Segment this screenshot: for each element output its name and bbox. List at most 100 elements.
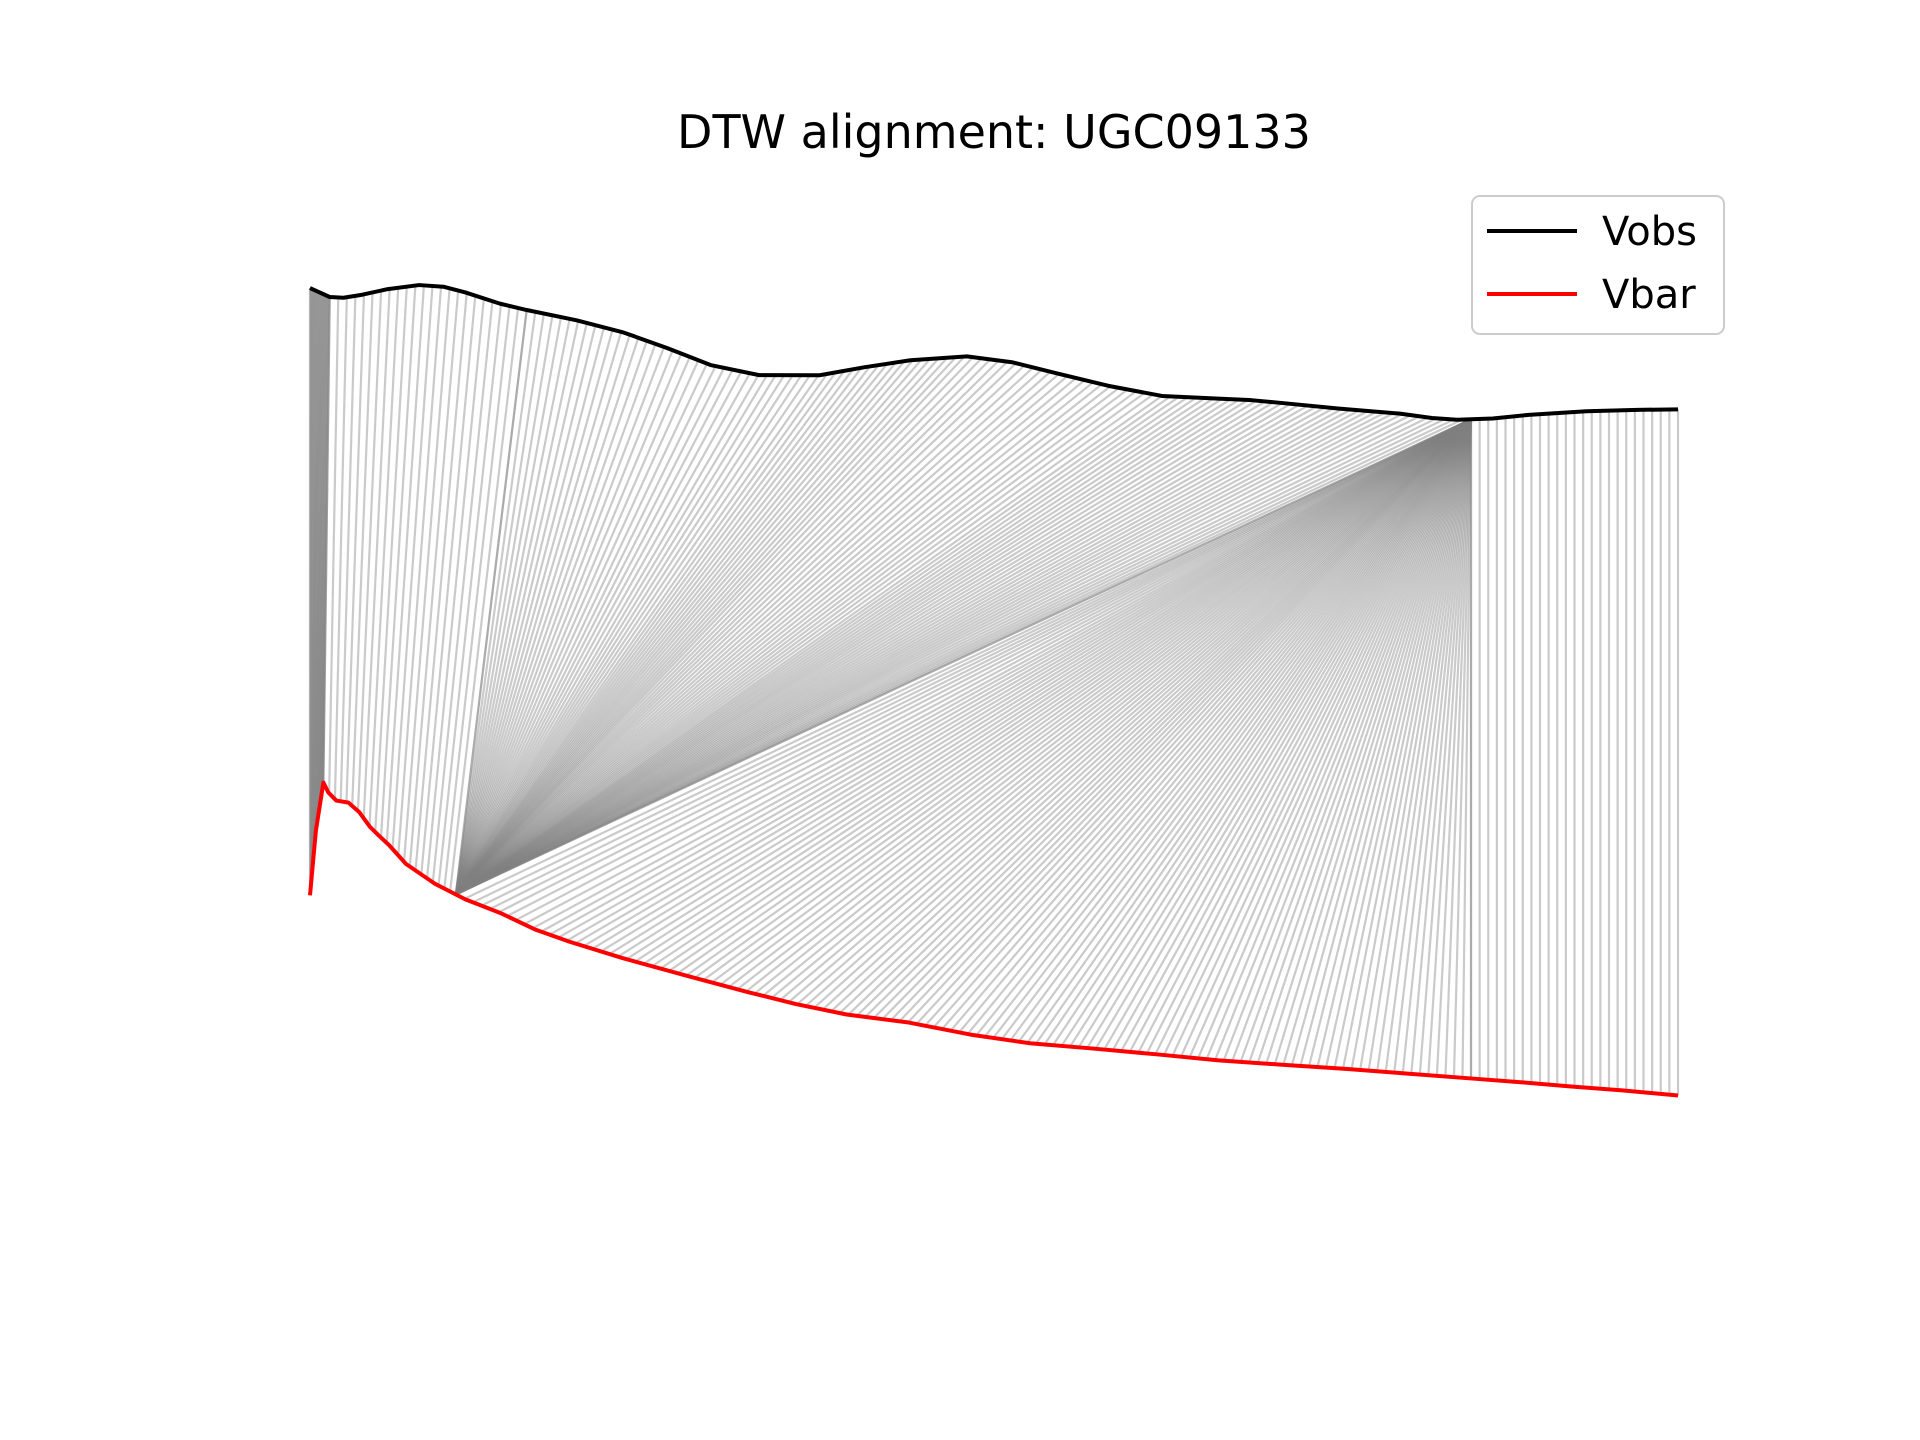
alignment-line [455,393,1155,896]
alignment-line [455,388,1129,896]
alignment-line [506,418,1472,918]
alignment-line [454,374,820,896]
alignment-line [753,418,1472,995]
alignment-line [351,292,374,806]
alignment-line [455,417,1446,896]
alignment-line [1111,418,1472,1051]
alignment-line [1145,418,1473,1054]
alignment-line [455,356,974,896]
alignment-line [1017,418,1472,1043]
alignment-line [454,327,606,895]
alignment-line [455,397,1223,896]
alignment-line [455,407,1343,896]
alignment-line [454,320,580,895]
alignment-line [1256,418,1473,1064]
alignment-line [455,418,1463,896]
alignment-line [454,361,897,896]
alignment-line [356,290,383,812]
alignment-line [515,418,1472,922]
alignment-line [455,355,966,896]
alignment-line [1188,418,1473,1058]
alignment-line [455,409,1360,896]
alignment-line [454,367,726,895]
alignment-line [1231,418,1473,1062]
alignment-line [890,418,1472,1021]
alignment-line [1290,418,1473,1066]
alignment-line [702,418,1472,982]
chart-title: DTW alignment: UGC09133 [677,105,1311,159]
alignment-line [455,418,1472,896]
alignment-line [454,374,794,896]
alignment-line [345,294,366,803]
alignment-line [455,395,1163,896]
alignment-line [454,358,923,896]
alignment-line [455,385,1112,896]
alignment-line [685,418,1472,977]
alignment-line [1273,418,1473,1065]
alignment-line [454,367,863,896]
alignment-line [1341,419,1473,1069]
alignment-line [1324,419,1473,1068]
alignment-line [455,396,1197,896]
alignment-line [408,290,460,867]
alignment-line [454,346,666,895]
alignment-line [455,397,1206,896]
alignment-line [455,368,1043,896]
alignment-line [1060,418,1472,1047]
alignment-line [455,364,1026,896]
alignment-line [941,418,1472,1030]
alignment-lines [308,285,1680,1096]
alignment-line [455,386,1120,896]
alignment-line [455,412,1403,896]
alignment-line [1359,419,1473,1071]
alignment-line [591,418,1472,950]
alignment-line [719,418,1472,986]
alignment-line [454,371,837,896]
alignment-line [813,418,1472,1009]
alignment-line [455,377,1077,896]
alignment-line [1418,419,1473,1075]
alignment-line [1128,418,1472,1053]
alignment-line [770,418,1472,999]
alignment-line [420,295,477,875]
alignment-line [480,418,1472,907]
alignment-line [455,418,1455,896]
alignment-line [397,286,443,856]
alignment-line [455,357,983,896]
alignment-line [463,418,1472,900]
alignment-line [455,375,1069,896]
alignment-line [847,418,1472,1016]
alignment-line [455,406,1326,896]
alignment-line [549,418,1472,936]
alignment-line [1427,419,1473,1076]
alignment-line [333,297,348,800]
alignment-line [455,395,1172,896]
alignment-line [454,349,674,895]
alignment-line [1350,419,1473,1070]
alignment-line [454,373,829,896]
alignment-line [1333,419,1473,1069]
alignment-line [455,402,1292,896]
alignment-line [1000,418,1472,1040]
alignment-line [625,418,1472,961]
alignment-line [915,418,1472,1025]
alignment-line [454,374,760,896]
alignment-line [454,322,588,895]
alignment-line [574,418,1472,945]
alignment-line [385,285,426,844]
alignment-line [975,418,1472,1037]
alignment-line [454,356,691,895]
alignment-line [1435,419,1473,1076]
alignment-line [1179,418,1473,1058]
alignment-line [402,288,451,862]
alignment-line [455,418,1472,896]
alignment-line [454,374,811,896]
alignment-line [455,403,1300,896]
alignment-line [455,390,1137,896]
alignment-line [1265,418,1473,1064]
alignment-line [455,397,1215,896]
alignment-line [523,418,1472,926]
alignment-line [1461,419,1473,1078]
alignment-line [455,410,1378,896]
alignment-line [437,303,503,886]
